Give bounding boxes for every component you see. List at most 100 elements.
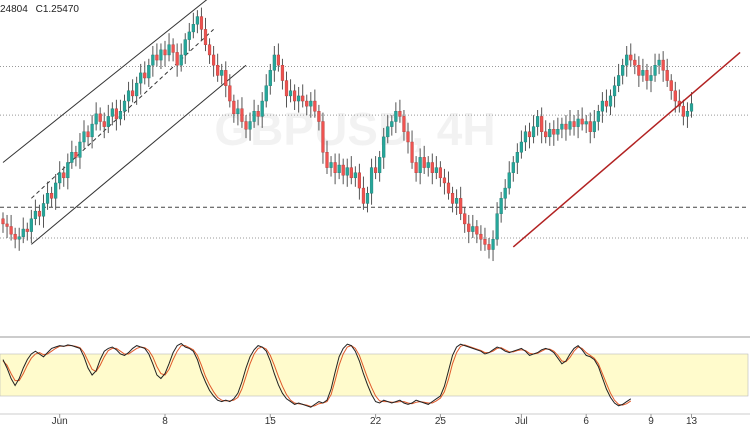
candle — [284, 71, 289, 108]
candle — [382, 127, 386, 169]
candle-body — [29, 218, 33, 232]
candle — [139, 63, 143, 95]
candle-body — [402, 116, 406, 132]
candle — [163, 40, 167, 67]
candle-body — [17, 236, 21, 240]
candle — [183, 33, 187, 64]
candle — [633, 53, 637, 75]
candle-body — [147, 64, 151, 79]
candle — [305, 94, 309, 116]
candle-body — [5, 223, 9, 227]
x-tick-label: Jul — [515, 416, 528, 427]
candle — [374, 156, 378, 180]
candle-body — [511, 162, 515, 173]
candle — [390, 115, 394, 136]
candle — [495, 202, 499, 246]
candle — [665, 58, 669, 87]
candle-body — [240, 108, 244, 122]
candle — [321, 112, 325, 164]
candle-body — [536, 116, 540, 127]
candle — [167, 33, 171, 62]
candle — [386, 115, 390, 144]
candle — [511, 156, 515, 182]
candle — [199, 7, 204, 41]
candle — [228, 74, 232, 108]
candle-body — [321, 121, 325, 153]
candle-body — [685, 111, 690, 117]
candle-body — [625, 54, 629, 66]
candle — [556, 117, 560, 141]
candle-body — [317, 111, 321, 122]
candle-body — [54, 182, 58, 199]
candle — [341, 158, 345, 185]
candle — [621, 58, 625, 85]
watermark-text: GBPUSD, 4H — [214, 103, 495, 155]
candle-body — [50, 192, 54, 199]
candle — [661, 51, 665, 82]
candle-body — [293, 90, 297, 102]
candle — [224, 61, 228, 98]
candle-body — [102, 121, 106, 127]
candle-body — [167, 44, 171, 56]
candle-body — [357, 172, 361, 189]
candle-body — [499, 198, 503, 214]
candle — [491, 230, 495, 262]
candle — [62, 166, 66, 187]
candle-body — [114, 108, 118, 120]
candle-body — [41, 203, 46, 217]
candle — [572, 115, 576, 136]
candle — [90, 115, 94, 149]
candle — [98, 107, 102, 131]
candle — [483, 227, 487, 251]
candle-body — [159, 49, 163, 61]
candle — [130, 79, 135, 103]
candle-body — [580, 118, 584, 125]
channel-lower-line — [31, 64, 247, 245]
candle — [1, 212, 5, 233]
candle-body — [313, 100, 317, 112]
candle-body — [653, 64, 657, 76]
channel-upper-line — [2, 0, 208, 163]
candle — [442, 168, 447, 195]
candle-body — [203, 29, 208, 45]
candle — [155, 43, 159, 67]
candle-body — [341, 164, 345, 176]
candle-body — [175, 52, 179, 66]
candle-body — [596, 111, 600, 122]
candle — [629, 43, 633, 67]
candle — [13, 227, 17, 249]
candle — [313, 89, 317, 118]
candle — [402, 110, 406, 141]
candle-body — [604, 100, 609, 107]
candle-body — [446, 182, 451, 194]
candle — [625, 46, 629, 77]
candle-body — [191, 24, 195, 33]
candle-body — [268, 70, 272, 86]
candle — [276, 43, 280, 72]
candle-body — [568, 121, 572, 130]
candle-body — [337, 164, 341, 173]
candle-body — [665, 70, 669, 81]
candle — [118, 99, 123, 126]
candle-body — [135, 82, 139, 97]
candle-body — [661, 59, 665, 71]
candle-body — [155, 54, 159, 61]
candle — [669, 74, 673, 100]
candle — [195, 10, 199, 34]
candle-body — [37, 210, 42, 217]
candle-body — [487, 244, 491, 250]
candle — [86, 125, 90, 146]
stoch-k-line — [2, 342, 632, 408]
candle-body — [325, 152, 329, 168]
candle-body — [301, 95, 305, 102]
candle-body — [681, 105, 685, 117]
candle — [592, 110, 596, 139]
candle-body — [507, 172, 511, 189]
candle-body — [475, 226, 479, 235]
candle — [689, 92, 694, 118]
candle — [369, 158, 374, 205]
candle — [260, 92, 264, 128]
candle-body — [386, 126, 390, 138]
candle — [82, 120, 86, 149]
candle-body — [689, 103, 694, 112]
